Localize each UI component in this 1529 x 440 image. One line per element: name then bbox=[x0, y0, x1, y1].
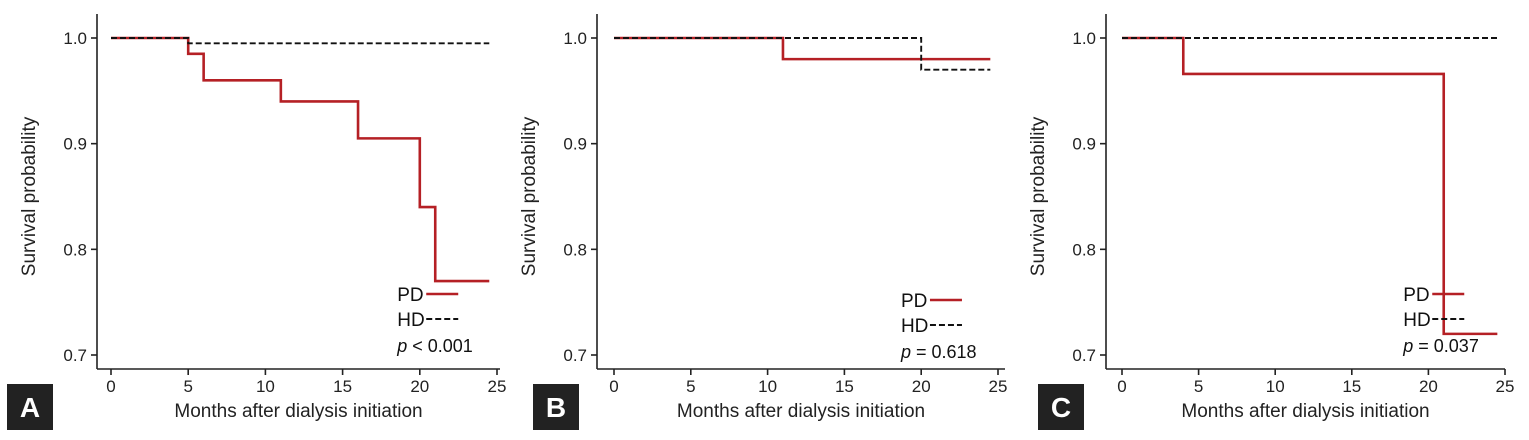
legend: PD HD bbox=[397, 285, 459, 331]
series-hd-line bbox=[614, 37, 991, 71]
x-tick-label: 0 bbox=[106, 377, 115, 396]
x-tick-label: 10 bbox=[1266, 377, 1285, 396]
y-axis-title: Survival probability bbox=[19, 116, 40, 276]
panel-a: 0.7 0.8 0.9 1.0 0 5 10 15 20 25 Months after dialy… bbox=[7, 14, 506, 430]
x-tick-label: 20 bbox=[912, 377, 931, 396]
y-tick-label: 1.0 bbox=[1072, 29, 1096, 48]
y-tick-label: 0.8 bbox=[563, 240, 587, 259]
series-hd-line bbox=[111, 37, 490, 45]
panel-badge bbox=[7, 384, 53, 430]
panel-letter: B bbox=[546, 392, 566, 423]
panel-badge bbox=[1038, 384, 1084, 430]
x-tick-label: 20 bbox=[1419, 377, 1438, 396]
series-pd-line bbox=[614, 36, 991, 61]
panel-letter: A bbox=[20, 392, 40, 423]
y-tick-label: 0.7 bbox=[563, 346, 587, 365]
legend-label-pd: PD bbox=[901, 291, 927, 312]
x-tick-label: 5 bbox=[686, 377, 695, 396]
panel-c: 0.7 0.8 0.9 1.0 0 5 10 15 20 25 Months after dialy… bbox=[1028, 14, 1514, 430]
p-value-label: p = 0.037 bbox=[1402, 336, 1479, 356]
x-axis-title: Months after dialysis initiation bbox=[1181, 401, 1429, 422]
panel-b: 0.7 0.8 0.9 1.0 0 5 10 15 20 25 Months after dialy… bbox=[519, 14, 1007, 430]
x-tick-label: 25 bbox=[989, 377, 1008, 396]
legend-label-pd: PD bbox=[1403, 285, 1429, 306]
x-tick-label: 15 bbox=[333, 377, 352, 396]
y-tick-label: 0.9 bbox=[63, 135, 87, 154]
x-tick-label: 15 bbox=[835, 377, 854, 396]
y-tick-label: 1.0 bbox=[563, 29, 587, 48]
x-tick-label: 20 bbox=[410, 377, 429, 396]
x-tick-label: 25 bbox=[1496, 377, 1515, 396]
x-axis-title: Months after dialysis initiation bbox=[174, 401, 422, 422]
panel-letter: C bbox=[1051, 392, 1071, 423]
x-tick-label: 5 bbox=[1194, 377, 1203, 396]
x-tick-label: 0 bbox=[1117, 377, 1126, 396]
y-axis-title: Survival probability bbox=[1028, 116, 1049, 276]
x-tick-label: 0 bbox=[609, 377, 618, 396]
y-axis-title: Survival probability bbox=[519, 116, 540, 276]
y-tick-label: 0.9 bbox=[1072, 135, 1096, 154]
legend-label-hd: HD bbox=[397, 310, 424, 331]
legend-label-hd: HD bbox=[1403, 310, 1430, 331]
x-tick-label: 5 bbox=[183, 377, 192, 396]
x-tick-label: 10 bbox=[256, 377, 275, 396]
panel-badge bbox=[533, 384, 579, 430]
x-tick-label: 10 bbox=[758, 377, 777, 396]
y-tick-label: 0.8 bbox=[1072, 240, 1096, 259]
x-tick-label: 25 bbox=[488, 377, 507, 396]
legend: PD HD bbox=[901, 291, 962, 337]
legend-label-hd: HD bbox=[901, 316, 928, 337]
legend-label-pd: PD bbox=[397, 285, 423, 306]
x-axis-title: Months after dialysis initiation bbox=[677, 401, 925, 422]
y-tick-label: 0.7 bbox=[63, 346, 87, 365]
x-tick-label: 15 bbox=[1342, 377, 1361, 396]
series-pd-line bbox=[1122, 36, 1498, 336]
p-value-label: p = 0.618 bbox=[900, 342, 977, 362]
y-tick-label: 0.7 bbox=[1072, 346, 1096, 365]
y-tick-label: 0.8 bbox=[63, 240, 87, 259]
p-value-label: p < 0.001 bbox=[396, 336, 473, 356]
y-tick-label: 0.9 bbox=[563, 135, 587, 154]
series-pd-line bbox=[111, 36, 490, 283]
y-tick-label: 1.0 bbox=[63, 29, 87, 48]
legend: PD HD bbox=[1403, 285, 1465, 331]
